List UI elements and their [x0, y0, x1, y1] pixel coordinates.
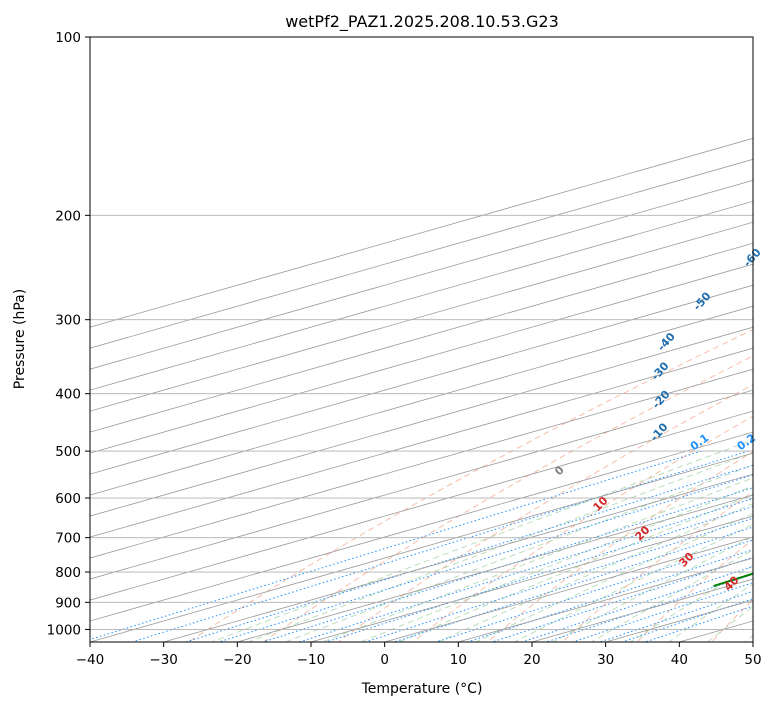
mixing-ratio-line — [645, 605, 753, 642]
x-tick-label: −30 — [149, 652, 178, 668]
isotherm-line — [163, 473, 753, 642]
isotherm-line — [90, 221, 753, 412]
moist-adiabat-line — [629, 565, 753, 642]
moist-adiabat-line — [360, 485, 753, 642]
y-axis-label: Pressure (hPa) — [12, 289, 28, 389]
isotherm-line — [90, 284, 753, 475]
x-axis: −40 −30 −20 −10 0 10 20 30 40 50 — [76, 642, 762, 668]
mixing-ratio-line — [90, 450, 702, 640]
y-tick-label: 800 — [55, 565, 81, 581]
isotherm-line — [90, 305, 753, 496]
y-tick-label: 200 — [55, 208, 81, 224]
x-tick-label: 30 — [597, 652, 614, 668]
y-tick-label: 400 — [55, 387, 81, 403]
moist-adiabat-line — [552, 535, 753, 642]
isotherm-line — [237, 494, 753, 642]
x-tick-label: 20 — [523, 652, 540, 668]
moist-adiabat-line — [211, 439, 753, 642]
isotherm-line — [90, 389, 753, 580]
moist-adiabat-line — [591, 549, 753, 642]
x-tick-label: −20 — [223, 652, 252, 668]
y-tick-label: 600 — [55, 491, 81, 507]
y-tick-label: 900 — [55, 595, 81, 611]
isotherm-line — [752, 641, 753, 642]
isotherm-line — [90, 242, 753, 433]
isotherm-line — [90, 263, 753, 454]
y-tick-label: 700 — [55, 531, 81, 547]
dry-adiabat-line — [561, 491, 753, 642]
moist-adiabat-line — [248, 452, 753, 642]
x-tick-label: 0 — [380, 652, 389, 668]
moist-adiabat-line — [322, 477, 753, 642]
mixing-ratio-line — [436, 539, 753, 642]
grid — [90, 37, 753, 642]
x-tick-label: 10 — [450, 652, 467, 668]
isotherm-line — [90, 326, 753, 517]
x-axis-label: Temperature (°C) — [361, 681, 483, 697]
plot-frame — [89, 36, 754, 643]
y-tick-label: 1000 — [47, 622, 81, 638]
x-tick-label: 40 — [671, 652, 688, 668]
chart-title: wetPf2_PAZ1.2025.208.10.53.G23 — [285, 12, 559, 32]
plot-area — [90, 37, 753, 642]
y-tick-label: 300 — [55, 313, 81, 329]
isotherm-line — [90, 431, 753, 622]
y-tick-label: 100 — [55, 30, 81, 46]
mixing-ratio-line — [218, 474, 753, 642]
mixing-ratio-line — [521, 566, 753, 642]
moist-adiabat-line — [668, 583, 753, 642]
isotherm-line — [90, 452, 753, 642]
isotherm-line — [310, 515, 753, 642]
x-tick-label: 50 — [744, 652, 761, 668]
isotherm-line — [90, 410, 753, 601]
x-tick-label: −40 — [76, 652, 105, 668]
dry-adiabat-line — [188, 329, 753, 642]
dry-adiabat-line — [487, 450, 753, 642]
x-tick-label: −10 — [297, 652, 326, 668]
isotherm-line — [90, 368, 753, 559]
dry-adiabat-line — [263, 355, 753, 642]
isotherm-line — [90, 158, 753, 349]
y-tick-label: 500 — [55, 444, 81, 460]
isotherm-line — [384, 536, 753, 642]
isotherm-line — [90, 200, 753, 391]
y-axis: 100 200 300 400 500 600 700 800 900 1000 — [47, 30, 90, 638]
mixing-ratio-line — [365, 517, 753, 642]
isotherm-line — [90, 179, 753, 370]
